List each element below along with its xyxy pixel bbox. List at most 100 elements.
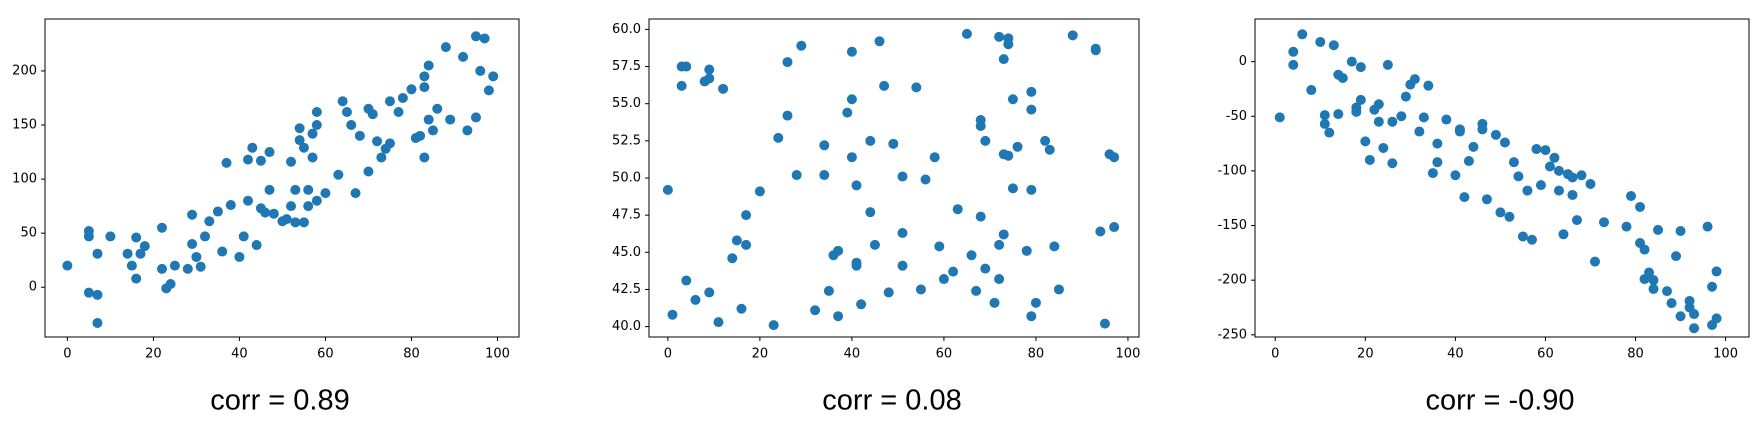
point	[1540, 145, 1551, 156]
x-tick-label: 60	[317, 347, 334, 362]
x-tick-label: 40	[844, 347, 861, 362]
point	[915, 284, 926, 295]
point	[1450, 170, 1461, 181]
point	[690, 294, 701, 305]
point	[773, 132, 784, 143]
point	[897, 171, 908, 182]
point	[718, 83, 729, 94]
point	[851, 180, 862, 191]
point	[994, 31, 1005, 42]
point	[182, 263, 193, 274]
point	[475, 65, 486, 76]
point	[298, 142, 309, 153]
point	[1702, 221, 1713, 232]
point	[846, 152, 857, 163]
point	[1387, 158, 1398, 169]
point	[1689, 323, 1700, 334]
y-tick-label: 60.0	[612, 22, 641, 37]
point	[1396, 111, 1407, 122]
point	[727, 253, 738, 264]
point	[1044, 144, 1055, 155]
point	[1526, 234, 1537, 245]
point	[1355, 94, 1366, 105]
point	[221, 157, 232, 168]
point	[1364, 154, 1375, 165]
point	[462, 125, 473, 136]
point	[83, 287, 94, 298]
point	[1319, 118, 1330, 129]
point	[1324, 127, 1335, 138]
point	[994, 274, 1005, 285]
point	[1378, 142, 1389, 153]
x-tick-label: 100	[485, 347, 510, 362]
point	[1635, 201, 1646, 212]
point	[1007, 94, 1018, 105]
point	[92, 317, 103, 328]
point	[1423, 80, 1434, 91]
y-tick-label: -150	[1217, 218, 1247, 233]
point	[337, 96, 348, 107]
y-tick-label: 0	[29, 280, 37, 295]
point	[1626, 191, 1637, 202]
x-tick-label: 80	[403, 347, 420, 362]
point	[1481, 194, 1492, 205]
point	[1513, 171, 1524, 182]
point	[704, 73, 715, 84]
point	[320, 188, 331, 199]
point	[1441, 114, 1452, 125]
point	[1109, 152, 1120, 163]
point	[415, 130, 426, 141]
point	[846, 94, 857, 105]
point	[384, 96, 395, 107]
point	[980, 263, 991, 274]
y-tick-label: 40.0	[612, 319, 641, 334]
point	[1053, 284, 1064, 295]
axes-frame	[44, 18, 520, 338]
point	[1319, 110, 1330, 121]
point	[419, 152, 430, 163]
point	[1432, 157, 1443, 168]
point	[1333, 109, 1344, 120]
point	[260, 207, 271, 218]
point	[255, 155, 266, 166]
point	[307, 152, 318, 163]
axes-frame	[648, 18, 1140, 338]
point	[1297, 29, 1308, 40]
point	[879, 80, 890, 91]
point	[1544, 161, 1555, 172]
point	[1351, 106, 1362, 117]
point	[1585, 179, 1596, 190]
point	[290, 217, 301, 228]
point	[187, 209, 198, 220]
point	[741, 210, 752, 221]
point	[156, 263, 167, 274]
point	[204, 216, 215, 227]
x-tick-label: 80	[1627, 347, 1644, 362]
point	[1567, 172, 1578, 183]
point	[1598, 217, 1609, 228]
point	[169, 260, 180, 271]
point	[1707, 281, 1718, 292]
point	[423, 60, 434, 71]
caption: corr = -0.90	[1425, 385, 1574, 417]
point	[704, 64, 715, 75]
point	[1495, 207, 1506, 218]
point	[1040, 135, 1051, 146]
point	[1099, 318, 1110, 329]
point	[897, 227, 908, 238]
point	[1003, 150, 1014, 161]
point	[1026, 311, 1037, 322]
point	[251, 240, 262, 251]
y-tick-label: -100	[1217, 163, 1247, 178]
point	[470, 31, 481, 42]
point	[1409, 74, 1420, 85]
point	[1109, 222, 1120, 233]
point	[874, 36, 885, 47]
point	[1432, 138, 1443, 149]
x-tick-label: 80	[1028, 347, 1045, 362]
point	[135, 248, 146, 259]
x-tick-label: 60	[1537, 347, 1554, 362]
point	[1021, 245, 1032, 256]
point	[1373, 116, 1384, 127]
